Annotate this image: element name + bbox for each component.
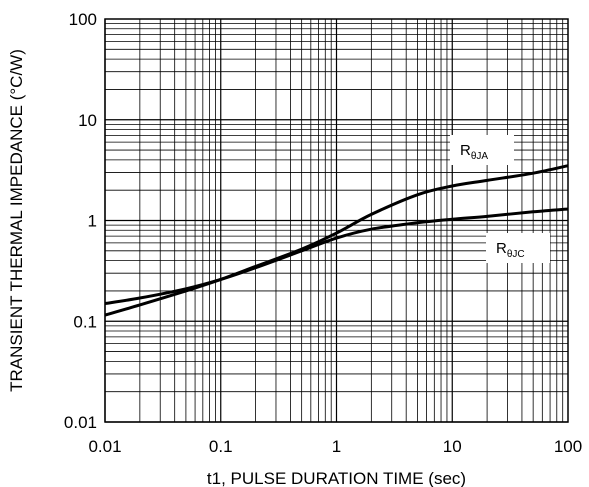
series-labels: RθJA RθJC [450,135,550,263]
series-lines [104,164,569,317]
series-label-rthjc: RθJC [496,240,525,260]
x-tick-label: 10 [443,437,462,456]
y-tick-label: 0.01 [64,413,97,432]
x-tick-label: 0.1 [209,437,233,456]
series-line-rthjc [104,207,569,305]
y-axis-label: TRANSIENT THERMAL IMPEDANCE (°C/W) [7,49,26,392]
grid [104,19,568,423]
y-tick-label: 100 [69,10,97,29]
x-tick-label: 1 [332,437,341,456]
series-label-background [486,233,550,263]
plot-frame [104,18,569,423]
y-tick-label: 10 [78,111,97,130]
tick-labels: 0.01 0.1 1 10 100 0.01 0.1 1 10 100 [64,10,582,456]
series-label-background [450,135,514,165]
series-label-rthja: RθJA [460,142,488,162]
y-tick-label: 0.1 [73,312,97,331]
x-axis-label: t1, PULSE DURATION TIME (sec) [207,469,466,487]
series-line-rthja [104,164,569,317]
x-tick-label: 100 [554,437,582,456]
x-tick-label: 0.01 [88,437,121,456]
y-tick-label: 1 [88,212,97,231]
